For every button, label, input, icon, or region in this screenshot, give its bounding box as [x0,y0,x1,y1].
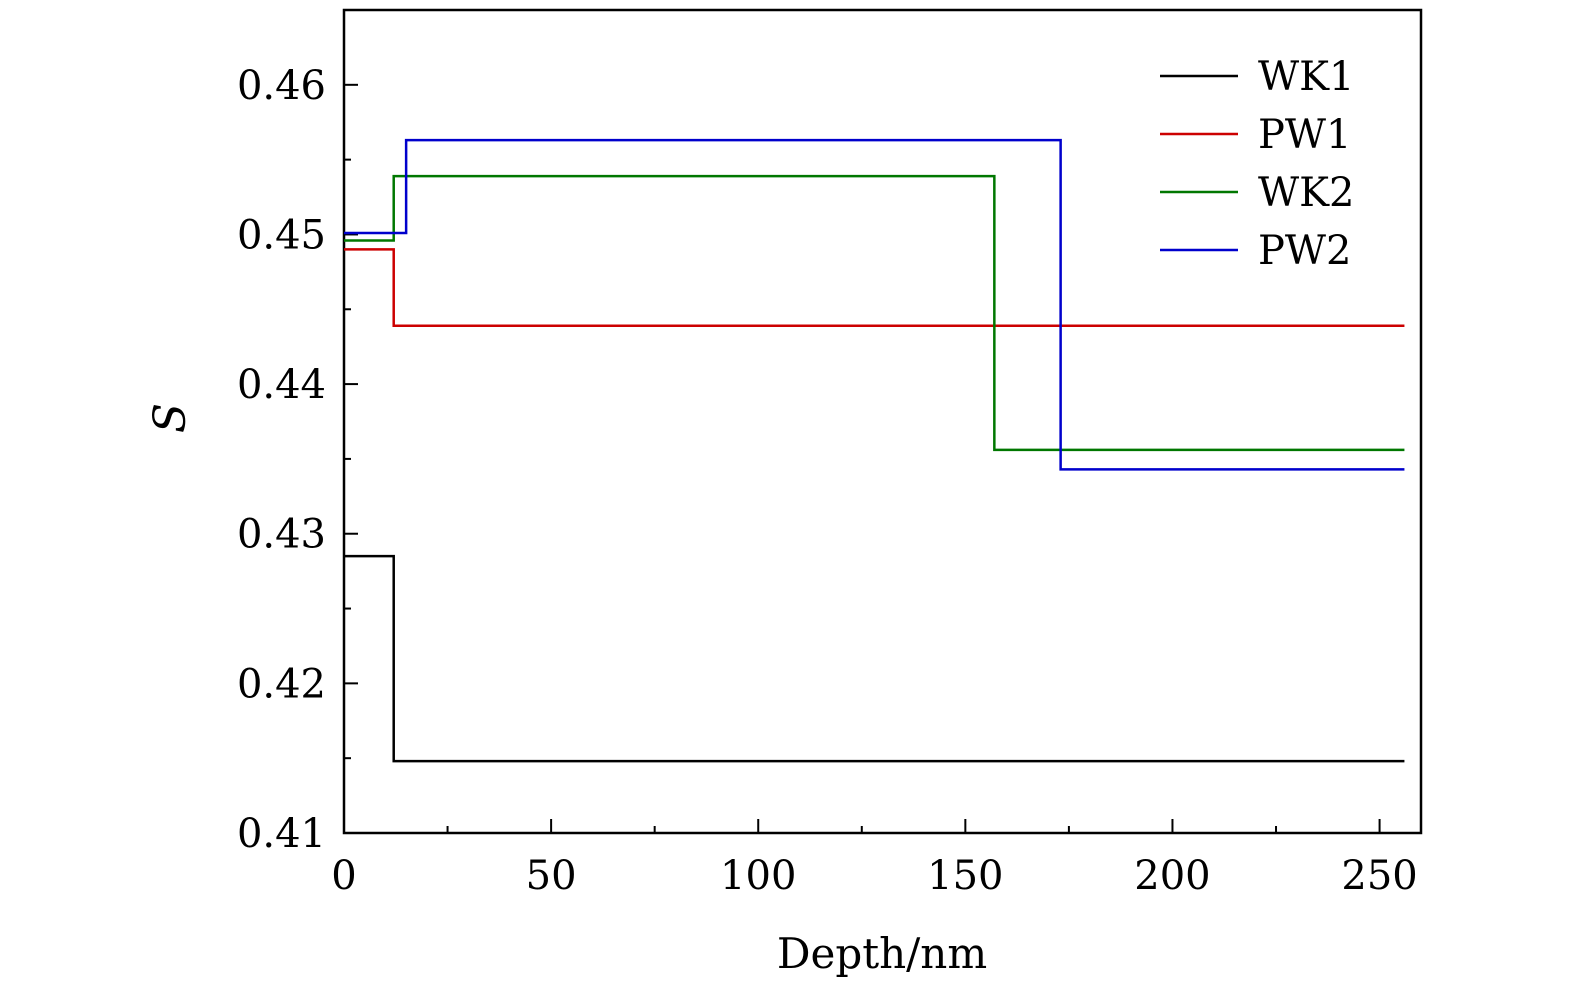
x-tick-label: 100 [720,853,796,899]
y-axis-title: S [145,403,196,433]
legend: WK1 PW1 WK2 PW2 [1160,54,1354,274]
y-tick-label: 0.44 [237,362,326,408]
series-line-wk1 [344,554,1405,763]
series-line-pw1 [344,248,1405,327]
y-tick-label: 0.41 [237,811,326,857]
x-tick-label: 150 [927,853,1003,899]
legend-label-wk1: WK1 [1258,54,1354,100]
legend-label-wk2: WK2 [1258,170,1354,216]
series-layer [344,138,1405,763]
legend-label-pw2: PW2 [1258,228,1351,274]
x-tick-label: 250 [1341,853,1417,899]
plot-frame [342,8,1423,835]
series-line-wk2 [344,174,1405,452]
x-tick-label: 0 [331,853,356,899]
y-tick-label: 0.45 [237,212,326,258]
legend-label-pw1: PW1 [1258,112,1351,158]
y-tick-label: 0.42 [237,661,326,707]
x-tick-label: 200 [1134,853,1210,899]
series-line-pw2 [344,138,1405,471]
axis-ticks: 0 50 100 150 200 250 0.41 0.42 0.43 0.44 0.45 0.46 [237,63,1418,899]
x-tick-label: 50 [526,853,577,899]
x-axis-title: Depth/nm [777,929,987,978]
y-tick-label: 0.43 [237,512,326,558]
y-tick-label: 0.46 [237,63,326,109]
